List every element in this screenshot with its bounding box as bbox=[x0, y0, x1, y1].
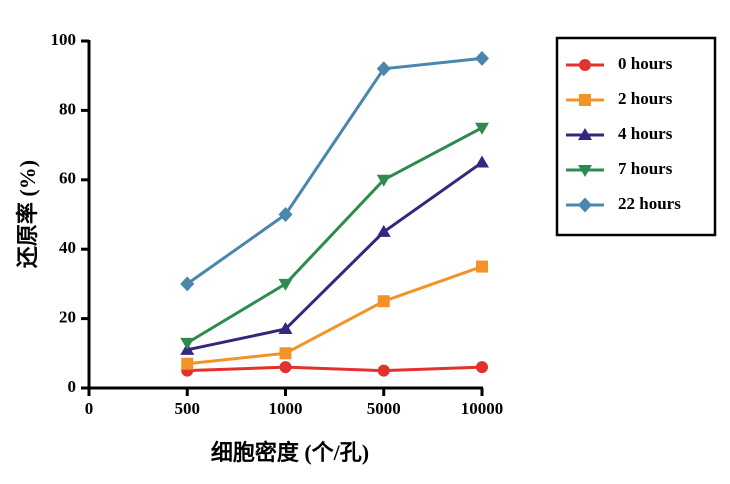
x-tick-label: 10000 bbox=[461, 399, 504, 418]
marker bbox=[278, 207, 293, 222]
marker bbox=[376, 224, 391, 237]
marker bbox=[376, 61, 391, 77]
marker bbox=[278, 322, 293, 335]
y-axis-title: 还原率 (%) bbox=[15, 160, 40, 269]
x-axis-title: 细胞密度 (个/孔) bbox=[211, 440, 369, 465]
legend-label: 7 hours bbox=[618, 159, 673, 178]
marker bbox=[279, 347, 292, 360]
series-line bbox=[187, 365, 483, 373]
marker bbox=[278, 278, 293, 291]
marker bbox=[181, 357, 194, 370]
marker bbox=[180, 337, 195, 350]
x-tick-label: 5000 bbox=[367, 399, 401, 418]
marker bbox=[475, 155, 489, 168]
series-line bbox=[186, 126, 483, 345]
legend-label: 4 hours bbox=[618, 124, 673, 143]
series-line bbox=[187, 265, 483, 366]
y-tick-label: 80 bbox=[59, 99, 76, 118]
x-tick-label: 1000 bbox=[269, 399, 303, 418]
legend-marker bbox=[579, 59, 591, 71]
legend-label: 22 hours bbox=[618, 194, 681, 213]
legend-marker bbox=[578, 128, 592, 140]
y-tick-label: 0 bbox=[68, 377, 77, 396]
legend-marker bbox=[579, 94, 591, 106]
legend-marker bbox=[578, 165, 592, 177]
legend-label: 2 hours bbox=[618, 89, 673, 108]
marker bbox=[377, 364, 390, 377]
series-line bbox=[186, 161, 483, 352]
marker bbox=[279, 361, 292, 374]
legend-marker bbox=[578, 197, 592, 213]
y-tick-label: 40 bbox=[59, 238, 76, 257]
y-tick-label: 100 bbox=[51, 30, 77, 49]
legend-label: 0 hours bbox=[618, 54, 673, 73]
marker bbox=[475, 122, 489, 135]
marker bbox=[476, 260, 488, 273]
marker bbox=[476, 361, 488, 374]
y-tick-label: 20 bbox=[59, 308, 76, 327]
x-tick-label: 0 bbox=[85, 399, 94, 418]
marker bbox=[377, 295, 390, 308]
y-tick-label: 60 bbox=[59, 169, 76, 188]
marker bbox=[475, 50, 489, 66]
marker bbox=[376, 174, 391, 187]
x-tick-label: 500 bbox=[175, 399, 201, 418]
series-line bbox=[186, 56, 483, 286]
marker bbox=[180, 276, 195, 292]
